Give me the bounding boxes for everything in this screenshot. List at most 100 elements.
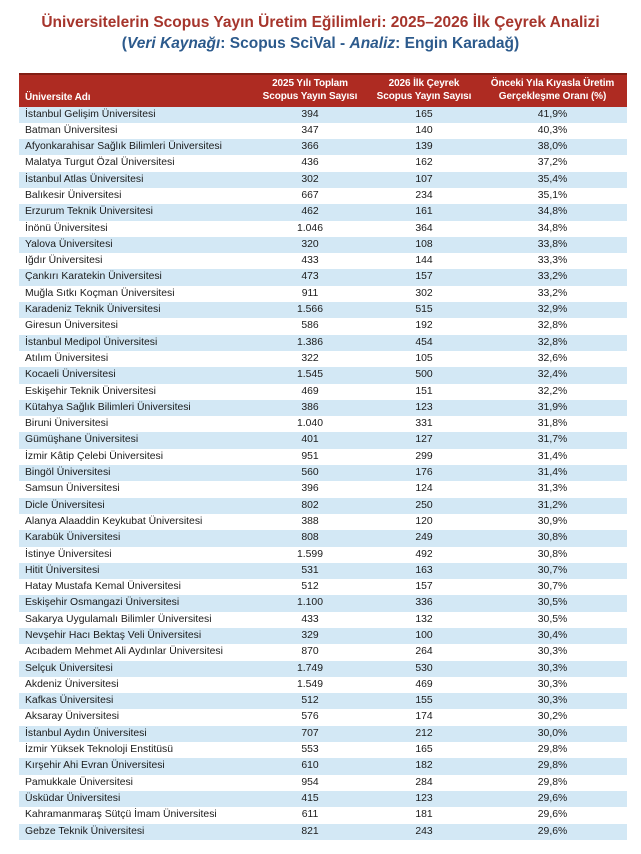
total-2025-cell: 553 [301,744,319,756]
university-name-cell: Yalova Üniversitesi [25,238,113,250]
q1-2026-cell: 469 [415,678,433,690]
q1-2026-cell: 123 [415,792,433,804]
table-row: Hatay Mustafa Kemal Üniversitesi 512 157 30… [19,579,627,595]
table-row: Pamukkale Üniversitesi 954 284 29,8% [19,775,627,791]
q1-2026-cell: 249 [415,532,433,544]
table-row: Karabük Üniversitesi 808 249 30,8% [19,530,627,547]
rate-cell: 34,8% [537,222,568,234]
university-name-cell: İstanbul Gelişim Üniversitesi [25,108,156,120]
q1-2026-cell: 108 [415,238,433,250]
total-2025-cell: 951 [301,450,319,462]
university-name-cell: Malatya Turgut Özal Üniversitesi [25,157,175,169]
total-2025-cell: 870 [301,646,319,658]
table-row: Eskişehir Teknik Üniversitesi 469 151 32,2% [19,384,627,400]
rate-cell: 29,6% [537,825,568,837]
total-2025-cell: 347 [301,124,319,136]
university-name-cell: Biruni Üniversitesi [25,418,109,430]
q1-2026-cell: 120 [415,515,433,527]
rate-cell: 29,8% [537,776,568,788]
university-name-cell: Atılım Üniversitesi [25,352,109,364]
table-row: Malatya Turgut Özal Üniversitesi 436 162 37… [19,155,627,171]
q1-2026-cell: 155 [415,695,433,707]
q1-2026-cell: 336 [415,597,433,609]
column-header-2025-total: 2025 Yılı Toplam Scopus Yayın Sayısı [250,73,370,107]
table-row: İstanbul Medipol Üniversitesi 1.386 454 32,… [19,334,627,351]
column-header-realization-rate: Önceki Yıla Kıyasla Üretim Gerçekleşme Or… [478,73,627,107]
total-2025-cell: 1.040 [296,418,323,430]
table-row: Kocaeli Üniversitesi 1.545 500 32,4% [19,367,627,384]
university-name-cell: Samsun Üniversitesi [25,483,120,495]
column-header-university-name: Üniversite Adı [19,73,250,107]
rate-cell: 29,6% [537,792,568,804]
table-row: Eskişehir Osmangazi Üniversitesi 1.100 336… [19,595,627,612]
q1-2026-cell: 123 [415,401,433,413]
total-2025-cell: 611 [301,809,319,821]
university-name-cell: Kahramanmaraş Sütçü İmam Üniversitesi [25,809,217,821]
rate-cell: 31,3% [537,483,568,495]
table-row: Kütahya Sağlık Bilimleri Üniversitesi 386… [19,399,627,417]
total-2025-cell: 394 [301,108,319,120]
total-2025-cell: 1.549 [296,678,323,690]
university-name-cell: Hitit Üniversitesi [25,564,100,576]
rate-cell: 30,3% [537,662,568,674]
column-header-line1: Önceki Yıla Kıyasla Üretim [490,78,615,89]
university-name-cell: Erzurum Teknik Üniversitesi [25,206,153,218]
university-name-cell: İnönü Üniversitesi [25,222,108,234]
table-row: Gebze Teknik Üniversitesi 821 243 29,6% [19,823,627,840]
title-block: Üniversitelerin Scopus Yayın Üretim Eğil… [0,0,641,54]
q1-2026-cell: 181 [415,809,433,821]
total-2025-cell: 415 [301,792,319,804]
university-name-cell: İstinye Üniversitesi [25,548,112,560]
table-row: Gümüşhane Üniversitesi 401 127 31,7% [19,432,627,449]
table-row: Muğla Sıtkı Koçman Üniversitesi 911 302 33,… [19,286,627,302]
university-name-cell: Gümüşhane Üniversitesi [25,434,139,446]
q1-2026-cell: 174 [415,711,433,723]
university-name-cell: Batman Üniversitesi [25,124,118,136]
total-2025-cell: 576 [301,711,319,723]
total-2025-cell: 1.545 [296,369,323,381]
total-2025-cell: 586 [301,320,319,332]
rate-cell: 38,0% [537,141,568,153]
rate-cell: 32,4% [537,369,568,381]
q1-2026-cell: 454 [415,336,433,348]
subtitle-open-paren: ( [121,35,127,52]
q1-2026-cell: 530 [415,662,433,674]
q1-2026-cell: 302 [415,287,433,299]
rate-cell: 31,7% [537,434,568,446]
total-2025-cell: 512 [301,695,319,707]
q1-2026-cell: 162 [415,157,433,169]
total-2025-cell: 433 [301,255,319,267]
total-2025-cell: 396 [301,483,319,495]
table-row: Nevşehir Hacı Bektaş Veli Üniversitesi 32… [19,628,627,645]
table-row: Kafkas Üniversitesi 512 155 30,3% [19,693,627,710]
total-2025-cell: 531 [301,564,319,576]
total-2025-cell: 433 [301,613,319,625]
university-name-cell: Akdeniz Üniversitesi [25,678,119,690]
total-2025-cell: 366 [301,141,319,153]
total-2025-cell: 808 [301,532,319,544]
table-row: Selçuk Üniversitesi 1.749 530 30,3% [19,660,627,677]
rate-cell: 30,7% [537,581,568,593]
table-row: Sakarya Uygulamalı Bilimler Üniversitesi… [19,612,627,628]
table-row: İzmir Yüksek Teknoloji Enstitüsü 553 165 29… [19,742,627,758]
total-2025-cell: 386 [301,401,319,413]
table-row: İstinye Üniversitesi 1.599 492 30,8% [19,547,627,563]
page-subtitle: (Veri Kaynağı: Scopus SciVal - Analiz: E… [0,33,641,54]
university-name-cell: Pamukkale Üniversitesi [25,776,133,788]
table-header: Üniversite Adı 2025 Yılı Toplam Scopus Ya… [19,73,627,107]
university-name-cell: Iğdır Üniversitesi [25,255,103,267]
q1-2026-cell: 284 [415,776,433,788]
university-name-cell: Aksaray Üniversitesi [25,711,120,723]
total-2025-cell: 1.100 [296,597,323,609]
total-2025-cell: 911 [301,287,319,299]
q1-2026-cell: 250 [415,499,433,511]
rate-cell: 31,2% [537,499,568,511]
rate-cell: 32,9% [537,304,568,316]
rate-cell: 30,4% [537,630,568,641]
q1-2026-cell: 107 [415,173,433,185]
table-row: Çankırı Karatekin Üniversitesi 473 157 33,2… [19,269,627,286]
university-name-cell: İzmir Kâtip Çelebi Üniversitesi [25,450,164,462]
university-name-cell: Acıbadem Mehmet Ali Aydınlar Üniversites… [25,646,223,658]
total-2025-cell: 1.046 [296,222,323,234]
